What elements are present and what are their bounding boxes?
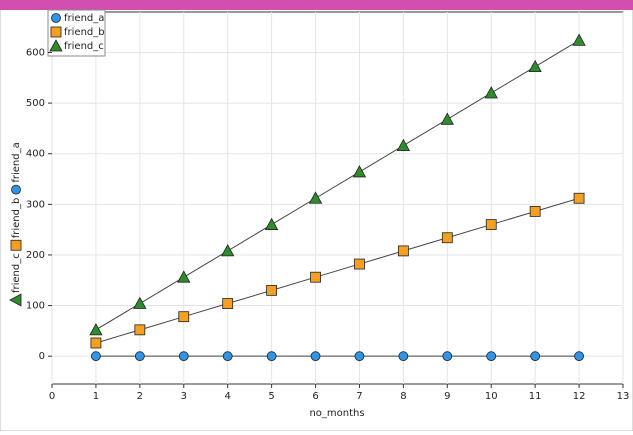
legend-label: friend_a [64,13,104,24]
point [485,219,497,230]
point [310,271,321,283]
point [266,351,277,362]
y-tick-label: 400 [26,149,45,160]
x-tick-label: 12 [573,391,586,402]
point [90,337,102,349]
x-tick-label: 13 [617,391,630,402]
y-tick-label: 500 [26,98,45,109]
x-tick-label: 1 [93,391,99,402]
y-tick-label: 600 [26,47,45,58]
x-tick-label: 11 [529,391,542,402]
point [308,191,323,204]
point [397,245,409,257]
y-tick-label: 300 [26,199,45,210]
x-tick-label: 10 [485,391,498,402]
point [264,217,279,230]
legend-marker [49,39,63,52]
point [310,351,321,362]
x-tick-label: 9 [444,391,450,402]
y-label-text: friend_b [11,198,22,239]
point [573,192,585,204]
series-line [95,197,580,344]
plot-area [51,11,624,385]
legend-label: friend_b [64,27,105,38]
y-tick-label: 200 [26,250,45,261]
point [442,351,453,362]
x-axis-label: no_months [309,408,364,419]
x-tick-label: 0 [49,391,55,402]
point [354,351,365,362]
x-tick-label: 5 [268,391,274,402]
x-tick-label: 4 [225,391,231,402]
y-label-text: friend_c [11,253,22,293]
point [528,59,542,73]
series-line [95,39,580,331]
y-label-text: friend_a [11,142,22,182]
point [441,232,453,244]
x-tick-label: 2 [137,391,143,402]
point [440,112,454,125]
point [529,206,541,217]
legend-marker [50,26,62,38]
point [133,296,147,309]
point [178,351,189,362]
y-label-marker [10,239,22,251]
point [572,33,586,46]
point [574,351,584,362]
x-tick-label: 7 [356,391,362,402]
point [354,258,365,270]
point [486,351,497,362]
legend-marker [51,13,61,23]
legend: friend_a friend_b friend_c [47,9,106,57]
point [89,323,103,336]
point [398,351,409,362]
y-axis-label: friend_c friend_b friend_a [9,142,22,307]
x-tick-label: 3 [181,391,187,402]
point [266,284,278,296]
point [530,351,541,362]
point [352,165,367,178]
y-label-marker [11,184,21,195]
point [221,244,235,257]
point [134,324,146,336]
legend-label: friend_c [64,41,104,52]
point [222,351,233,362]
point [134,351,145,362]
point [222,298,234,309]
y-tick-label: 100 [26,301,45,312]
top-bar [0,0,633,10]
y-label-marker [9,293,22,307]
x-tick-label: 6 [312,391,318,402]
point [91,351,101,362]
point [396,138,411,152]
point [484,86,498,99]
x-tick-label: 8 [400,391,406,402]
y-tick-label: 0 [39,351,45,362]
point [178,311,190,323]
point [177,270,191,283]
